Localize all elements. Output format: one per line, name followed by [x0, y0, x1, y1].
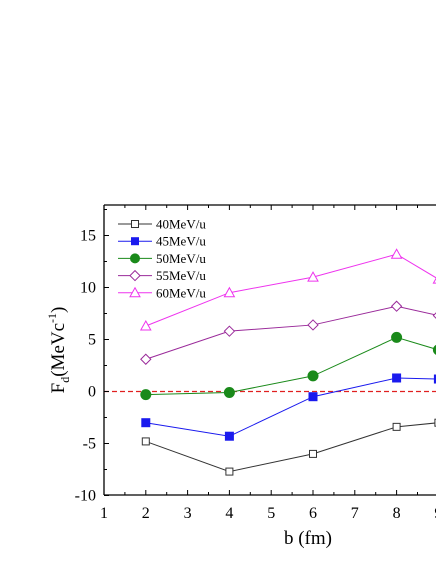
legend-marker	[130, 253, 140, 264]
x-tick-label: 7	[351, 505, 359, 522]
data-point	[432, 312, 436, 319]
y-tick-label: 10	[80, 280, 96, 297]
y-axis-title-close: )	[48, 307, 69, 313]
x-tick-label: 4	[225, 505, 233, 522]
y-axis-title-main: F	[48, 383, 69, 394]
legend-label: 60MeV/u	[156, 285, 206, 300]
series-1	[141, 373, 436, 441]
y-axis-title-superscript: -1	[45, 313, 59, 323]
data-point	[392, 422, 401, 431]
data-point	[223, 325, 236, 337]
series-layer	[139, 248, 436, 476]
x-tick-label: 9	[434, 505, 436, 522]
legend-item: 45MeV/u	[118, 234, 206, 249]
y-axis-title-subscript: d	[58, 377, 72, 383]
data-point	[141, 418, 151, 428]
y-tick-label: -10	[75, 488, 96, 505]
data-point	[390, 300, 403, 312]
data-point	[307, 370, 319, 382]
data-point	[140, 353, 152, 365]
data-point	[390, 248, 403, 259]
legend: 40MeV/u 45MeV/u 50MeV/u 55MeV/u 60MeV/u	[118, 217, 206, 300]
legend-label: 40MeV/u	[156, 217, 206, 232]
legend-label: 55MeV/u	[156, 268, 206, 283]
legend-item: 60MeV/u	[118, 285, 206, 300]
data-point	[309, 449, 317, 458]
y-axis-title: Fd(MeVc-1)	[45, 307, 72, 394]
data-point	[433, 374, 436, 384]
series-line	[145, 336, 436, 396]
x-tick-label: 1	[100, 505, 108, 522]
data-point	[225, 467, 234, 476]
data-point	[139, 319, 152, 331]
legend-item: 40MeV/u	[118, 217, 206, 232]
legend-label: 50MeV/u	[156, 251, 206, 266]
legend-label: 45MeV/u	[156, 234, 206, 249]
data-point	[308, 392, 318, 402]
y-tick-label: 0	[88, 384, 96, 401]
legend-marker	[131, 220, 139, 228]
legend-marker	[129, 286, 141, 298]
y-tick-label: 15	[80, 228, 96, 245]
data-point	[223, 286, 236, 298]
data-point	[223, 387, 235, 399]
data-point	[434, 418, 436, 427]
data-point	[391, 331, 403, 343]
y-tick-label: -5	[83, 436, 96, 453]
series-4	[139, 248, 436, 331]
data-point	[307, 319, 319, 331]
x-tick-label: 5	[267, 505, 275, 522]
series-3	[140, 300, 436, 365]
series-line	[145, 305, 436, 360]
series-line	[145, 377, 436, 437]
x-tick-label: 3	[184, 505, 192, 522]
data-point	[140, 389, 152, 401]
axes	[103, 204, 436, 496]
data-point	[432, 344, 436, 355]
legend-marker	[129, 269, 141, 282]
data-point	[307, 271, 319, 282]
legend-item: 55MeV/u	[118, 268, 206, 283]
x-tick-label: 6	[309, 505, 317, 522]
data-point	[224, 431, 234, 441]
data-point	[141, 437, 150, 446]
series-0	[141, 418, 436, 476]
series-2	[140, 331, 436, 401]
data-point	[392, 373, 402, 383]
x-axis-title: b (fm)	[284, 528, 332, 549]
legend-marker	[131, 237, 139, 246]
legend-item: 50MeV/u	[118, 251, 206, 266]
x-tick-label: 8	[393, 505, 401, 522]
x-tick-label: 2	[142, 505, 150, 522]
y-axis-title-unit: (MeVc	[48, 323, 69, 377]
y-tick-label: 5	[88, 332, 96, 349]
ticks-layer: 1 2 3 4 5 6 7 8 9 -10 -5 0 5 10 15	[75, 205, 436, 522]
